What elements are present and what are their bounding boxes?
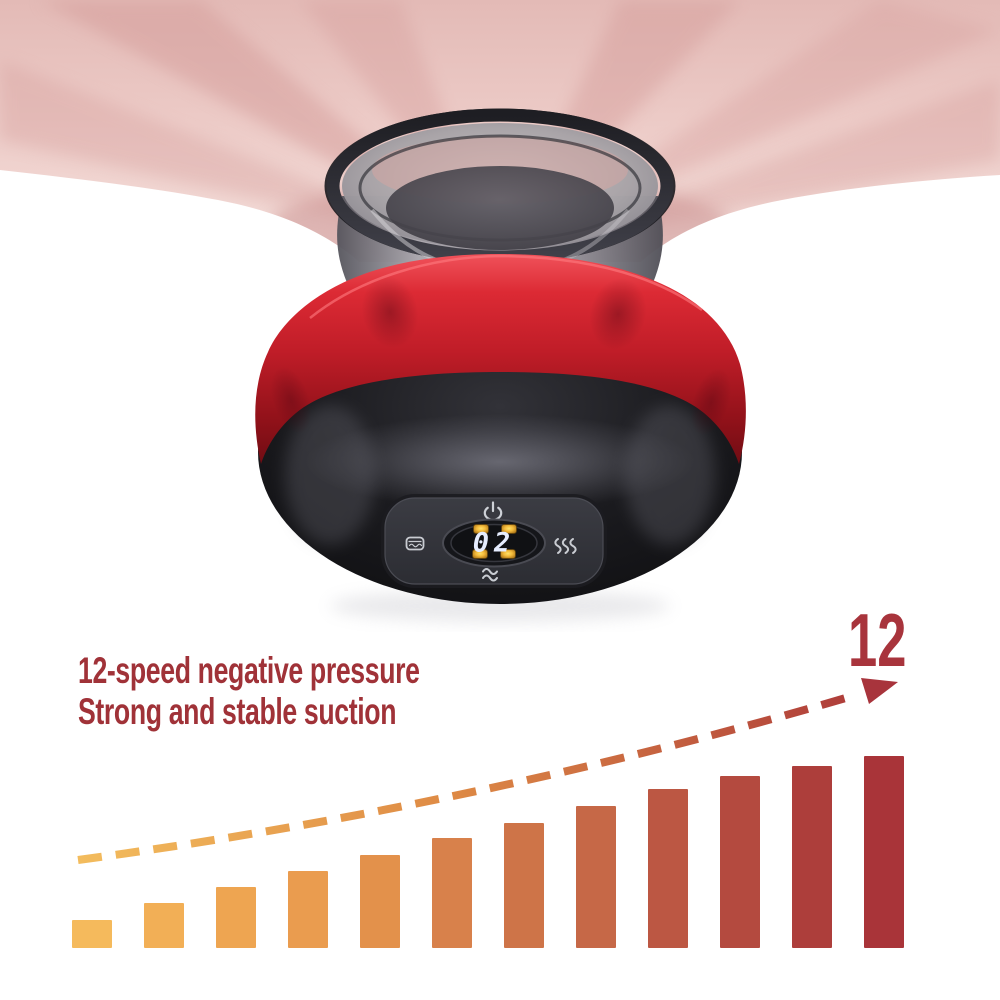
caption-line2: Strong and stable suction <box>78 691 397 732</box>
caption: 12-speed negative pressure Strong and st… <box>78 650 420 732</box>
chart-bar <box>72 920 112 948</box>
max-speed-callout: 12 <box>848 598 907 682</box>
bar-chart <box>72 756 904 948</box>
chart-bar <box>360 855 400 948</box>
chart-bar <box>216 887 256 948</box>
trend-arrow <box>77 678 898 864</box>
heat-icon <box>554 538 577 554</box>
chart-bar <box>144 903 184 948</box>
display-value: 02 <box>473 528 516 559</box>
chart-bar <box>720 776 760 948</box>
caption-line1: 12-speed negative pressure <box>78 650 420 691</box>
skin-dome-in-cup <box>386 166 614 250</box>
mode-icon <box>405 536 425 551</box>
led-indicator <box>501 524 517 534</box>
chart-bar <box>864 756 904 948</box>
speed-display: 02 <box>442 518 546 568</box>
led-indicator <box>473 524 489 534</box>
chart-bar <box>432 838 472 948</box>
trend-dashed-line <box>77 691 858 864</box>
chart-bar <box>504 823 544 948</box>
cupping-device: 02 <box>255 108 746 622</box>
led-indicator <box>472 549 488 559</box>
control-panel: 02 <box>381 494 607 588</box>
arrowhead-icon <box>861 678 898 704</box>
chart-bar <box>792 766 832 948</box>
led-indicator <box>500 549 516 559</box>
massage-wave-icon <box>482 568 498 582</box>
band-dimples <box>261 260 741 451</box>
device-shadow <box>330 590 670 622</box>
chart-bar <box>648 789 688 948</box>
chart-bar <box>288 871 328 948</box>
body-sheen <box>305 414 695 510</box>
chart-bar <box>576 806 616 948</box>
